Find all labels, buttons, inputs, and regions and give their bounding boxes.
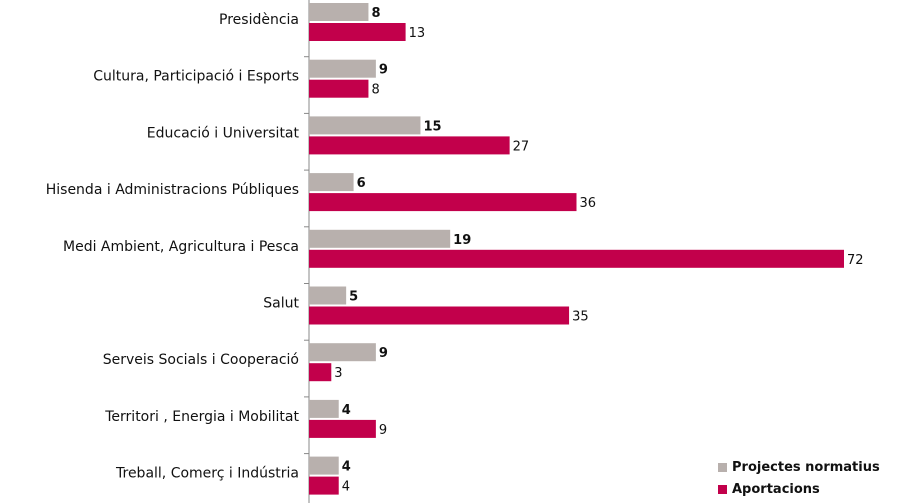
bar-projectes <box>309 173 354 192</box>
legend-label-aportacions: Aportacions <box>732 481 820 497</box>
data-label: 4 <box>342 460 351 475</box>
category-label: Medi Ambient, Agricultura i Pesca <box>63 239 299 255</box>
category-label: Salut <box>263 296 299 312</box>
data-label: 19 <box>453 233 471 248</box>
category-label: Educació i Universitat <box>147 125 300 141</box>
bar-aportacions <box>309 79 369 98</box>
data-label: 5 <box>349 290 358 305</box>
bar-projectes <box>309 59 376 78</box>
data-label: 8 <box>371 6 380 21</box>
bar-projectes <box>309 456 339 475</box>
data-label: 35 <box>572 310 589 325</box>
bar-aportacions <box>309 23 406 41</box>
data-label: 15 <box>423 119 441 134</box>
legend: Projectes normatius Aportacions <box>718 456 880 500</box>
legend-swatch-projectes <box>718 462 727 472</box>
data-label: 6 <box>357 176 366 191</box>
bar-aportacions <box>309 476 339 495</box>
category-label: Hisenda i Administracions Públiques <box>46 182 299 198</box>
legend-swatch-aportacions <box>718 484 727 494</box>
category-label: Presidència <box>219 12 299 28</box>
data-label: 4 <box>342 403 351 418</box>
bar-aportacions <box>309 136 510 155</box>
legend-item-aportacions: Aportacions <box>718 478 880 500</box>
bar-projectes <box>309 3 369 21</box>
bar-aportacions <box>309 249 844 268</box>
bar-projectes <box>309 399 339 418</box>
bar-aportacions <box>309 193 577 212</box>
category-label: Territori , Energia i Mobilitat <box>104 409 299 425</box>
category-label: Cultura, Participació i Esports <box>93 69 299 85</box>
category-label: Serveis Socials i Cooperació <box>103 352 299 368</box>
bar-aportacions <box>309 306 570 325</box>
data-label: 8 <box>371 83 379 98</box>
legend-item-projectes: Projectes normatius <box>718 456 880 478</box>
bar-projectes <box>309 116 421 135</box>
bar-projectes <box>309 286 347 305</box>
bar-projectes <box>309 229 451 248</box>
data-label: 9 <box>379 63 388 78</box>
legend-label-projectes: Projectes normatius <box>732 459 880 475</box>
data-label: 3 <box>334 366 342 381</box>
bar-aportacions <box>309 363 332 382</box>
data-label: 13 <box>409 26 426 41</box>
data-label: 9 <box>379 423 387 438</box>
category-label: Treball, Comerç i Indústria <box>115 466 299 482</box>
data-label: 72 <box>847 253 864 268</box>
data-label: 9 <box>379 346 388 361</box>
data-label: 36 <box>580 196 597 211</box>
bar-projectes <box>309 343 376 362</box>
data-label: 4 <box>342 480 350 495</box>
data-label: 27 <box>513 139 530 154</box>
bar-aportacions <box>309 419 376 438</box>
